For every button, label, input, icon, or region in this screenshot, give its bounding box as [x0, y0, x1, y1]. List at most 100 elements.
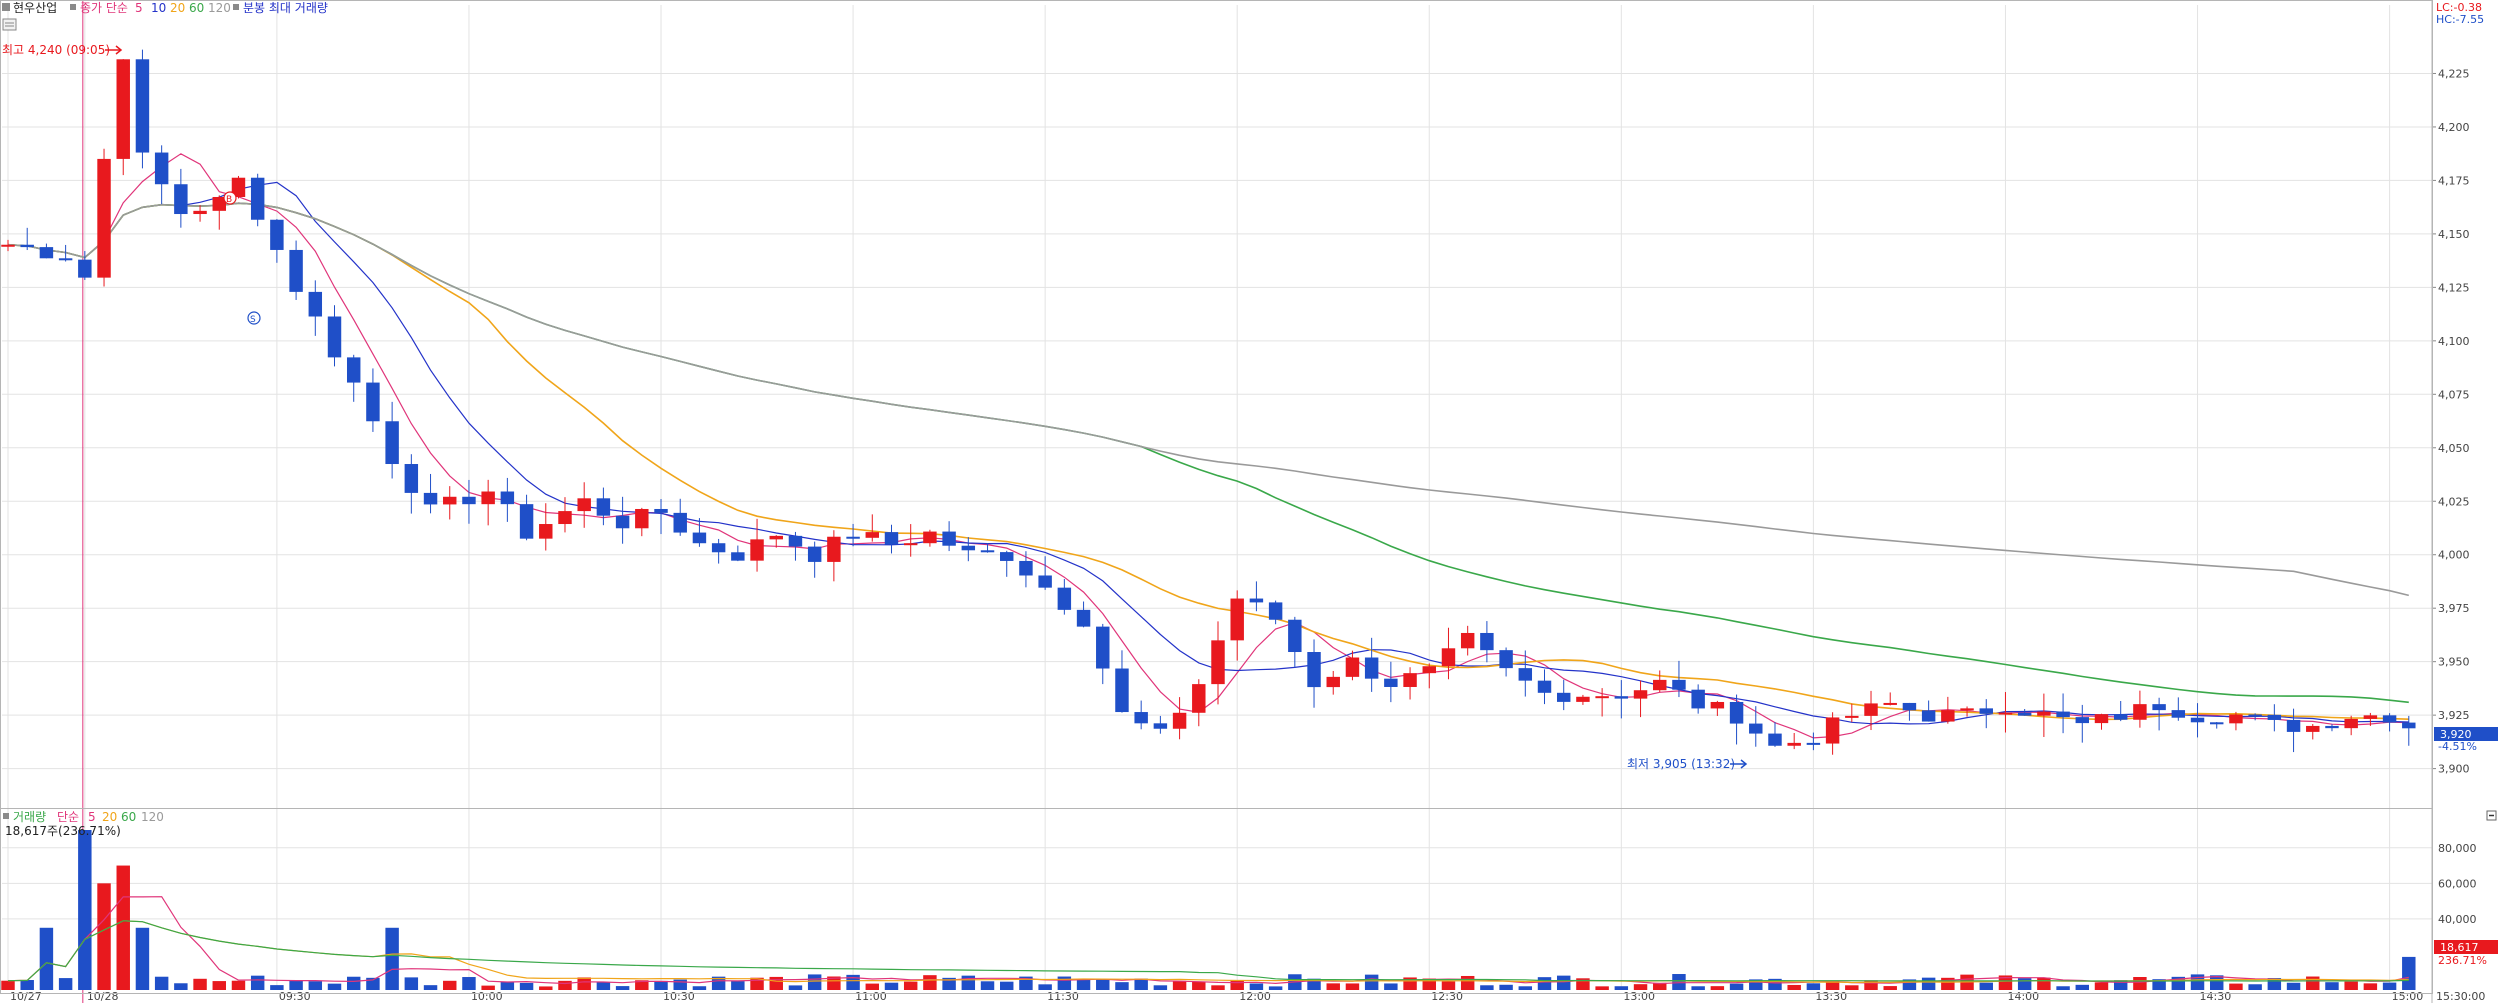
volume-legend-square-icon	[3, 813, 9, 819]
volume-bar	[462, 977, 476, 990]
volume-bar	[116, 865, 130, 990]
candle-body	[2210, 722, 2224, 725]
volume-bar	[1691, 986, 1705, 990]
volume-bar	[1345, 983, 1360, 990]
candle-body	[1537, 680, 1552, 693]
candle-body	[1787, 742, 1801, 746]
price-legend: 현우산업 종가 단순 5 10 20 60 120 분봉 최대 거래량	[2, 1, 328, 31]
candle-body	[1499, 650, 1513, 669]
candle-body	[923, 531, 937, 544]
volume-bar	[1576, 978, 1590, 990]
candle-body	[250, 177, 265, 220]
menu-square-icon[interactable]	[2, 3, 10, 11]
settings-grid-icon[interactable]	[2, 18, 17, 31]
volume-bar	[1710, 986, 1725, 990]
candle-body	[1710, 701, 1725, 709]
candle-body	[1307, 652, 1321, 688]
volume-bar	[731, 981, 745, 990]
candle-body	[443, 496, 457, 505]
candle-body	[2056, 711, 2070, 718]
candle-body	[1000, 552, 1014, 561]
candle-body	[1749, 723, 1763, 734]
candle-body	[1883, 702, 1897, 705]
candle-body	[1768, 733, 1782, 746]
volume-bar	[212, 981, 226, 990]
candle-body	[903, 543, 918, 546]
time-tick-label: 14:00	[2007, 990, 2039, 1003]
volume-bar	[97, 883, 111, 990]
candle-body	[596, 498, 611, 516]
sell-marker-label: S	[250, 315, 256, 325]
volume-bar	[1153, 985, 1168, 990]
candle-body	[769, 535, 783, 540]
candle-body	[2094, 714, 2109, 724]
volume-bar	[289, 980, 303, 990]
candle-body	[1230, 598, 1244, 641]
candle-body	[1672, 679, 1686, 690]
candle-body	[692, 532, 707, 544]
candle-body	[807, 546, 822, 562]
volume-bar	[1172, 980, 1187, 990]
candle-body	[20, 244, 34, 248]
candle-body	[1979, 708, 1993, 714]
sell-marker-icon	[247, 311, 261, 325]
candle-body	[1556, 692, 1571, 702]
volume-bar	[2229, 983, 2243, 990]
volume-bar	[1249, 983, 1264, 990]
candle-body	[97, 158, 111, 278]
volume-bar	[2017, 978, 2032, 990]
volume-bar	[1653, 982, 1667, 990]
legend-square-icon	[70, 4, 76, 10]
volume-bar	[1998, 975, 2013, 990]
volume-badge	[2434, 940, 2498, 954]
volume-bar	[231, 980, 246, 990]
low-arrow-icon	[1740, 759, 1748, 769]
volume-bar	[1787, 984, 1801, 990]
volume-bar	[692, 986, 707, 990]
candle-body	[1172, 712, 1187, 729]
volume-bar	[673, 979, 687, 990]
volume-bar	[385, 927, 399, 990]
volume-bar	[481, 985, 495, 990]
candle-body	[1576, 696, 1590, 702]
candle-body	[750, 539, 764, 561]
volume-bar	[2267, 978, 2282, 990]
ma10-label: 10	[151, 1, 166, 15]
stock-name[interactable]: 현우산업	[13, 1, 57, 15]
price-tick-label: 4,100	[2438, 335, 2470, 348]
candlesticks	[1, 49, 2416, 755]
candle-body	[1825, 717, 1840, 744]
volume-bar	[1115, 982, 1129, 990]
volume-bar	[711, 976, 726, 990]
candle-body	[1384, 678, 1398, 687]
high-annotation: 최고 4,240 (09:05)	[2, 43, 110, 57]
volume-bar	[39, 927, 54, 990]
candle-body	[2171, 710, 2186, 718]
candle-body	[462, 496, 476, 505]
candle-body	[1268, 602, 1283, 620]
price-tick-label: 4,175	[2438, 174, 2470, 187]
candle-body	[2248, 714, 2262, 717]
volume-bar	[308, 981, 323, 990]
volume-bar	[865, 983, 880, 990]
candle-body	[1057, 587, 1072, 610]
candle-body	[846, 536, 860, 539]
time-tick-label: 12:30	[1431, 990, 1463, 1003]
volume-bar	[1422, 978, 1436, 990]
volume-bar	[2344, 981, 2358, 990]
volume-bar	[1307, 978, 1321, 990]
candle-body	[385, 421, 399, 465]
ma10-line	[7, 181, 2409, 725]
candle-body	[1096, 626, 1110, 669]
candle-body	[1691, 689, 1705, 709]
candle-body	[1249, 598, 1264, 603]
right-axis-badges: LC:-0.38 HC:-7.55 3,920 -4.51% 18,617 23…	[2434, 1, 2498, 967]
extreme-annotations: 최고 4,240 (09:05) 최저 3,905 (13:32) B S	[2, 43, 1748, 771]
volume-bar	[1845, 985, 1859, 990]
candle-body	[1211, 640, 1225, 685]
candle-body	[1614, 696, 1629, 699]
candle-body	[1960, 708, 1974, 711]
candle-body	[711, 543, 726, 553]
candle-body	[827, 536, 841, 562]
